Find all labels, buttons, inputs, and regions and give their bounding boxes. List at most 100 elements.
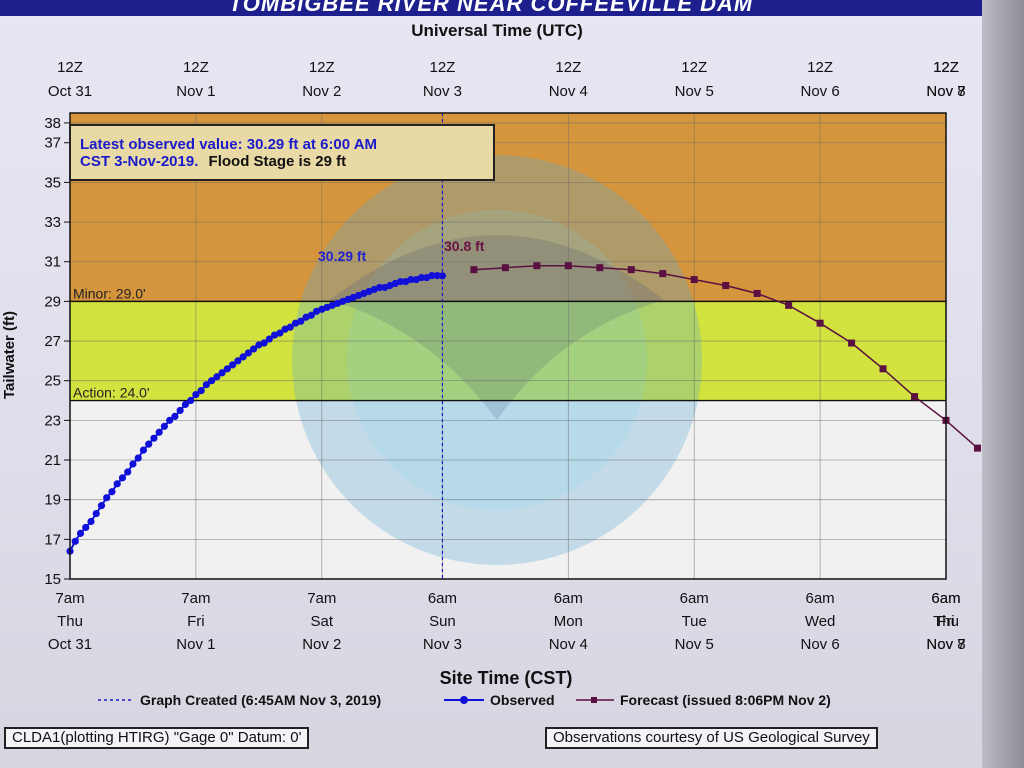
top-tick-label: 12Z	[555, 59, 581, 76]
observed-point	[108, 488, 116, 496]
forecast-point	[848, 339, 856, 347]
noaa-watermark	[292, 155, 702, 565]
top-tick-label: 12Z	[309, 59, 335, 76]
forecast-peak-label: 30.8 ft	[444, 238, 485, 254]
top-tick-date: Nov 7	[926, 83, 965, 100]
observed-point	[375, 283, 384, 292]
threshold-label-action: Action: 24.0'	[73, 385, 150, 401]
observed-point	[160, 422, 169, 430]
threshold-label-minor: Minor: 29.0'	[73, 285, 146, 301]
y-tick-label: 21	[44, 452, 61, 469]
y-axis-title: Tailwater (ft)	[1, 311, 18, 399]
bottom-tick-date: Nov 7	[926, 636, 965, 653]
observed-point	[181, 400, 190, 409]
forecast-point	[785, 301, 793, 309]
observed-point	[171, 412, 179, 420]
observed-point	[150, 434, 158, 442]
bottom-tick-time: 6am	[428, 590, 457, 607]
monitor-edge	[982, 0, 1024, 768]
y-tick-label: 17	[44, 531, 61, 548]
top-tick-label: 12Z	[933, 59, 959, 76]
top-tick-label: 12Z	[183, 59, 209, 76]
observed-point	[286, 323, 294, 331]
top-axis-title: Universal Time (UTC)	[411, 21, 583, 40]
y-tick-label: 15	[44, 571, 61, 588]
legend-observed-marker	[460, 696, 468, 704]
top-tick-label: 12Z	[430, 59, 456, 76]
top-tick-date: Nov 4	[549, 83, 588, 100]
usgs-credit-box: Observations courtesy of US Geological S…	[545, 727, 878, 749]
observed-point	[244, 349, 252, 357]
bottom-tick-day: Sat	[311, 613, 334, 630]
observed-point	[166, 416, 174, 424]
observed-point	[97, 502, 106, 510]
legend-forecast-label: Forecast (issued 8:06PM Nov 2)	[620, 692, 831, 708]
y-tick-label: 23	[44, 412, 61, 429]
observed-point	[197, 387, 205, 395]
forecast-point	[564, 262, 572, 270]
forecast-point	[533, 262, 541, 270]
data-series	[66, 113, 981, 579]
forecast-point	[470, 266, 478, 274]
bottom-tick-date: Nov 2	[302, 636, 341, 653]
observed-point	[208, 377, 216, 385]
observed-point	[202, 381, 210, 389]
bottom-tick-date: Nov 8	[926, 636, 965, 653]
observed-point	[82, 523, 90, 532]
stage-band-1	[70, 301, 946, 401]
bottom-tick-time: 6am	[680, 590, 709, 607]
top-tick-label: 12Z	[57, 59, 83, 76]
observed-point	[118, 474, 127, 482]
top-tick-date: Nov 8	[926, 83, 965, 100]
bottom-tick-day: Fri	[187, 613, 205, 630]
observed-point	[145, 440, 153, 448]
bottom-tick-day: Thu	[933, 613, 959, 630]
legend-created-label: Graph Created (6:45AM Nov 3, 2019)	[140, 692, 381, 708]
observed-point	[249, 345, 258, 353]
y-tick-label: 19	[44, 492, 61, 509]
observed-point	[76, 529, 85, 537]
flood-stage-text: Flood Stage is 29 ft	[209, 153, 347, 170]
bottom-tick-time: 7am	[307, 590, 336, 607]
observed-point	[124, 468, 132, 476]
bottom-tick-time: 6am	[554, 590, 583, 607]
observed-point	[155, 428, 163, 436]
observed-point	[192, 390, 200, 399]
y-tick-label: 37	[44, 135, 61, 152]
latest-value-date: CST 3-Nov-2019.	[80, 153, 198, 170]
observed-point	[229, 361, 237, 369]
hydrograph-chart: Minor: 29.0' Action: 24.0' 15 17 19 21 23 25 27…	[1, 21, 981, 708]
y-tick-label: 29	[44, 293, 61, 310]
observed-point	[407, 275, 415, 284]
axes: 15 17 19 21 23 25 27 29 31 33 35 37 38 12Z Oct 31 7am Th…	[44, 59, 965, 653]
top-tick-date: Nov 6	[801, 83, 840, 100]
legend: Graph Created (6:45AM Nov 3, 2019) Obser…	[98, 692, 831, 708]
bottom-tick-date: Nov 6	[801, 636, 840, 653]
observed-point	[234, 357, 242, 365]
top-tick-label: 12Z	[681, 59, 707, 76]
forecast-point	[596, 264, 604, 272]
observed-point	[218, 369, 226, 377]
y-tick-label: 31	[44, 254, 61, 271]
observed-point	[438, 272, 447, 280]
observed-point	[276, 329, 284, 337]
bottom-tick-date: Nov 4	[549, 636, 588, 653]
legend-observed-label: Observed	[490, 692, 555, 708]
forecast-point	[973, 444, 981, 452]
top-tick-date: Nov 3	[423, 83, 462, 100]
observed-point	[92, 509, 100, 518]
chart-title: TOMBIGBEE RIVER NEAR COFFEEVILLE DAM	[228, 0, 754, 16]
bottom-tick-day: Sun	[429, 613, 456, 630]
observed-point	[103, 494, 111, 502]
observed-point	[129, 460, 137, 468]
y-tick-label: 27	[44, 333, 61, 350]
observed-point	[265, 335, 273, 343]
latest-value-line1: Latest observed value: 30.29 ft at 6:00 …	[80, 136, 377, 153]
y-tick-label: 35	[44, 174, 61, 191]
bottom-tick-time: 7am	[55, 590, 84, 607]
observed-point	[260, 339, 268, 347]
observed-point	[176, 406, 184, 415]
forecast-point	[627, 266, 635, 274]
bottom-tick-time: 6am	[931, 590, 960, 607]
forecast-point	[816, 319, 824, 327]
